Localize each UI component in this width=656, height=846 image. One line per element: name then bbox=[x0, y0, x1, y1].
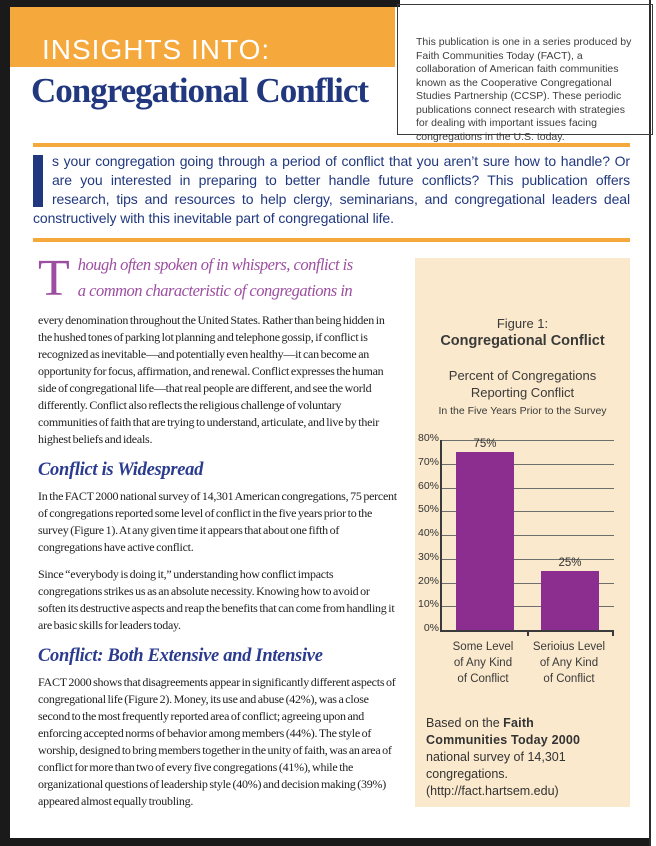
publication-about-box: This publication is one in a series prod… bbox=[397, 4, 653, 143]
figure1-label: Figure 1: bbox=[496, 316, 549, 331]
figure1-category-labels: Some Level of Any Kind of Conflict Serioius… bbox=[440, 639, 612, 687]
figure1-chart: 0% 10% 20% 30% 40% 50% 60% 70% 80% 75% 25% Some Le… bbox=[415, 433, 630, 687]
lede-heading: T hough often spoken of in whispers, con… bbox=[38, 250, 398, 307]
figure1-caption-prefix: Based on the bbox=[426, 716, 504, 730]
bar-25% bbox=[541, 570, 599, 630]
lede-dropcap: T bbox=[38, 250, 70, 307]
y-tick-70%: 70% bbox=[417, 455, 439, 468]
intro-text: s your congregation going through a peri… bbox=[33, 153, 630, 226]
category-label-line: Serioius Level bbox=[532, 641, 606, 653]
figure1-plot: 0% 10% 20% 30% 40% 50% 60% 70% 80% 75% 25% bbox=[418, 433, 614, 636]
intro-paragraph: s your congregation going through a peri… bbox=[33, 152, 630, 228]
figure1-subtitle: Percent of Congregations Reporting Confl… bbox=[415, 367, 630, 401]
orange-rule-top bbox=[33, 143, 630, 147]
y-tick-30%: 30% bbox=[417, 550, 439, 563]
left-column: T hough often spoken of in whispers, con… bbox=[38, 252, 398, 820]
gridline-60% bbox=[442, 487, 614, 489]
figure1-subtitle-line2: Reporting Conflict bbox=[470, 385, 575, 400]
gridline-50% bbox=[442, 511, 614, 513]
gridline-40% bbox=[442, 535, 614, 536]
publication-about-text: This publication is one in a series prod… bbox=[416, 36, 632, 143]
gridline-70% bbox=[442, 463, 614, 465]
y-tick-40%: 40% bbox=[417, 527, 439, 539]
y-tick-60%: 60% bbox=[417, 479, 439, 492]
figure1-panel: Figure 1: Congregational Conflict Percen… bbox=[415, 258, 630, 807]
figure1-caption-suffix: national survey of 14,301 congregations.… bbox=[426, 750, 566, 798]
paragraph: FACT 2000 shows that disagreements appea… bbox=[38, 675, 396, 808]
category-label-line: of Conflict bbox=[543, 673, 595, 685]
masthead-kicker: INSIGHTS INTO: bbox=[42, 34, 271, 65]
x-axis-tick bbox=[612, 632, 614, 636]
intro-dropcap-bar bbox=[33, 155, 43, 207]
bar-75% bbox=[456, 451, 514, 630]
y-tick-80%: 80% bbox=[417, 432, 439, 444]
figure1-caption: Based on the Faith Communities Today 200… bbox=[415, 715, 630, 800]
gridline-30% bbox=[442, 558, 614, 560]
category-label: Serioius Level of Any Kind of Conflict bbox=[526, 639, 612, 687]
figure1-subtitle-small: In the Five Years Prior to the Survey bbox=[438, 405, 607, 417]
x-axis-tick bbox=[527, 632, 529, 636]
scan-border-top bbox=[0, 0, 400, 7]
bar-value-label: 25% bbox=[558, 556, 582, 569]
lede-body: every denomination throughout the United… bbox=[38, 313, 385, 446]
category-label-line: of Any Kind bbox=[539, 657, 599, 669]
lede-heading-line2: a common characteristic of congregations… bbox=[77, 281, 353, 300]
section-heading-widespread: Conflict is Widespread bbox=[38, 460, 204, 480]
category-label: Some Level of Any Kind of Conflict bbox=[440, 639, 526, 687]
y-tick-0%: 0% bbox=[423, 622, 439, 634]
category-label-line: Some Level bbox=[452, 641, 514, 653]
gridline-10% bbox=[442, 606, 614, 608]
figure1-caption-source: Faith Communities Today 2000 bbox=[426, 716, 581, 747]
section-heading-extensive-intensive: Conflict: Both Extensive and Intensive bbox=[38, 646, 323, 666]
paragraph: Since “everybody is doing it,” understan… bbox=[38, 567, 395, 632]
category-label-line: of Any Kind bbox=[453, 657, 513, 669]
gridline-80% bbox=[442, 440, 614, 441]
scan-border-bottom bbox=[0, 838, 651, 846]
bar-value-label: 75% bbox=[473, 437, 497, 450]
scan-border-right bbox=[649, 0, 651, 846]
gridline-20% bbox=[442, 582, 614, 584]
y-tick-20%: 20% bbox=[417, 574, 439, 587]
lede-heading-line1: hough often spoken of in whispers, confl… bbox=[77, 255, 353, 274]
page-title: Congregational Conflict bbox=[31, 71, 369, 110]
paragraph: In the FACT 2000 national survey of 14,3… bbox=[38, 489, 397, 554]
figure1-subtitle-line1: Percent of Congregations bbox=[448, 368, 597, 383]
figure1-title: Congregational Conflict bbox=[440, 333, 605, 349]
masthead-banner: INSIGHTS INTO: bbox=[10, 7, 395, 67]
y-tick-50%: 50% bbox=[417, 503, 439, 516]
y-tick-10%: 10% bbox=[417, 598, 439, 611]
orange-rule-bottom bbox=[33, 238, 630, 242]
scan-border-left bbox=[0, 0, 10, 846]
category-label-line: of Conflict bbox=[457, 673, 509, 685]
